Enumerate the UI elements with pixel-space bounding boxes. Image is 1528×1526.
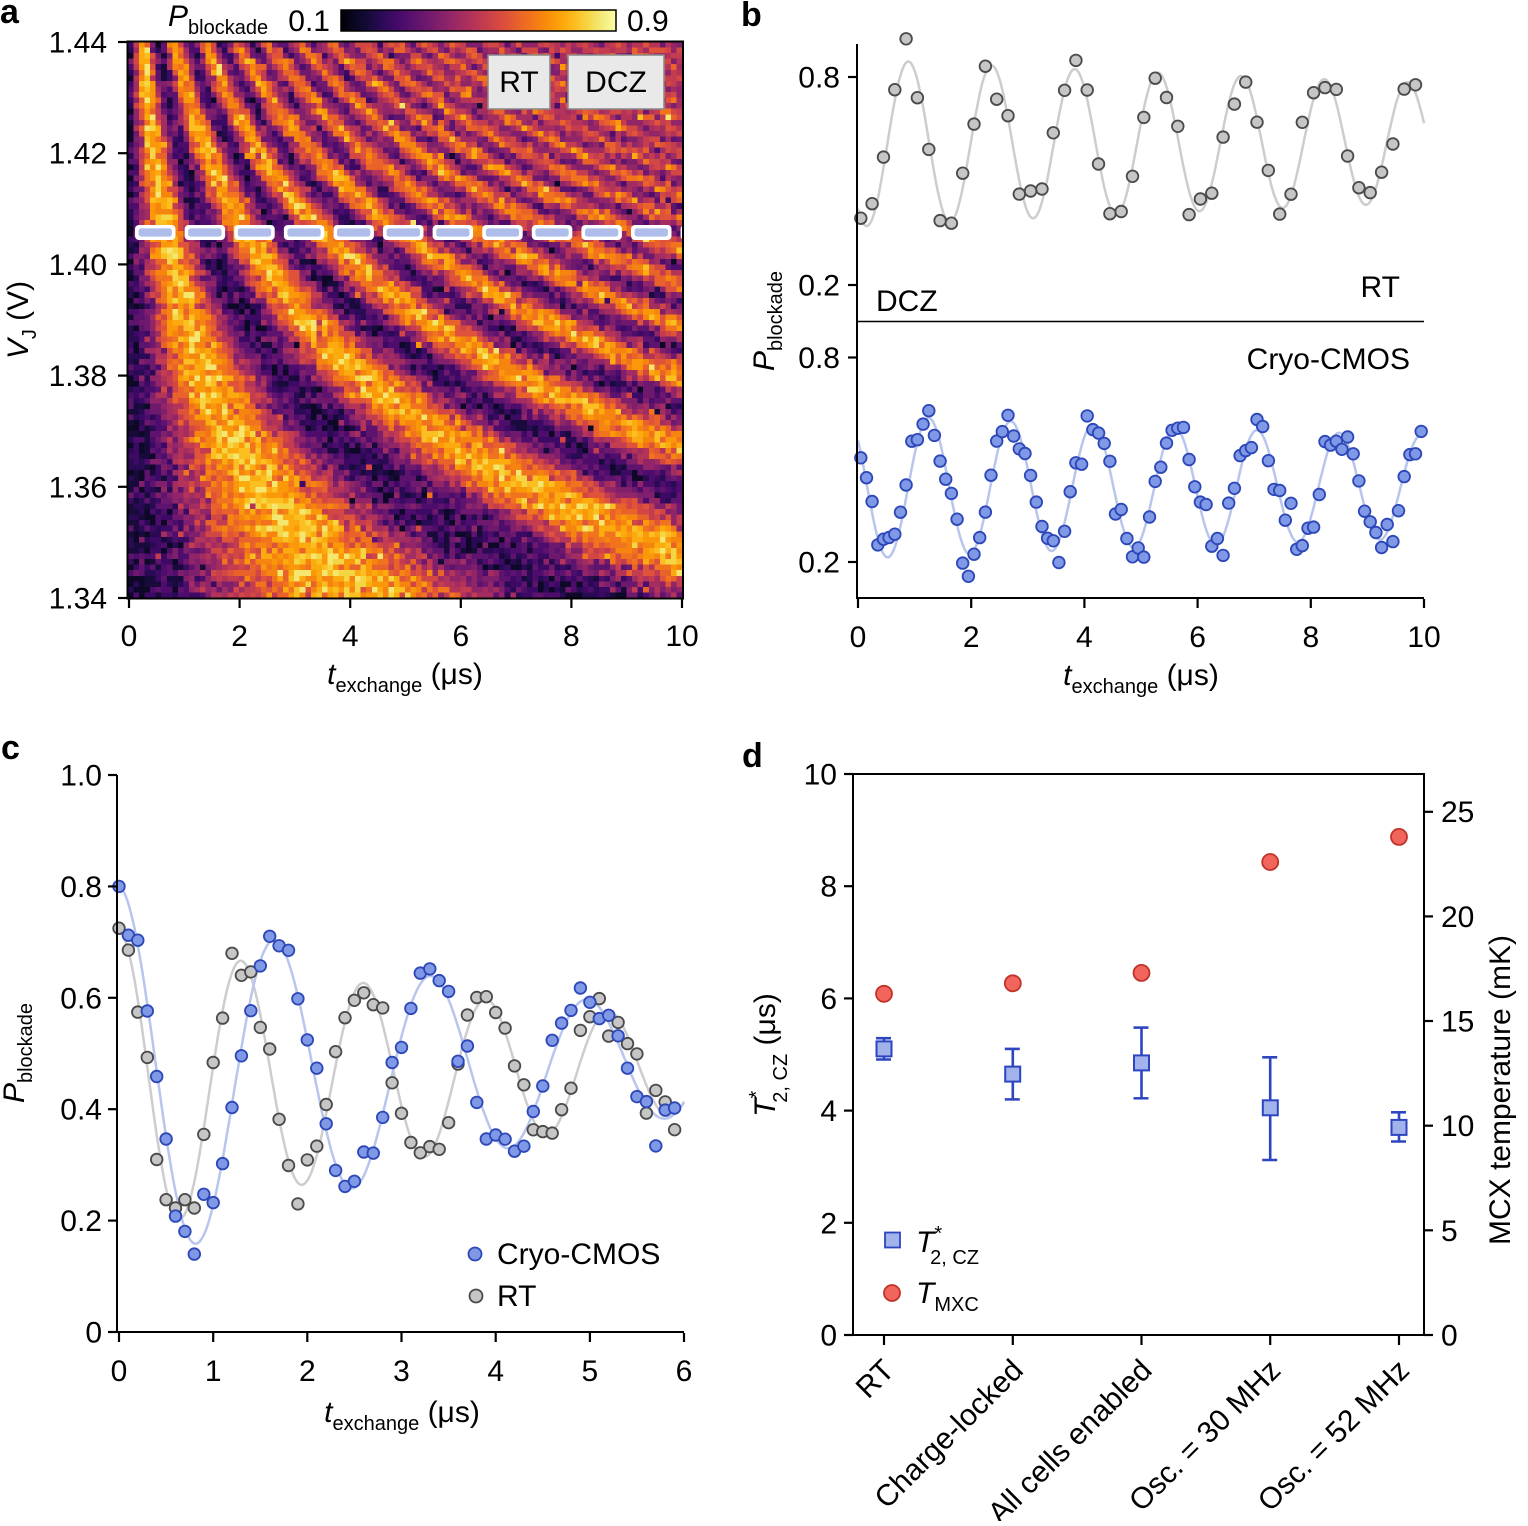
svg-text:0: 0 — [820, 1320, 837, 1353]
svg-text:4: 4 — [820, 1095, 837, 1128]
svg-text:texchange (μs): texchange (μs) — [1063, 659, 1219, 698]
svg-text:10: 10 — [804, 759, 837, 792]
svg-text:0: 0 — [121, 620, 138, 653]
svg-text:T*2, CZ: T* 2, CZ — [916, 1223, 979, 1269]
svg-text:8: 8 — [820, 871, 837, 904]
svg-text:RT: RT — [499, 66, 538, 99]
svg-text:0: 0 — [85, 1317, 102, 1350]
svg-text:TMXC: TMXC — [916, 1277, 979, 1316]
svg-text:0.2: 0.2 — [798, 547, 840, 580]
svg-text:0.6: 0.6 — [60, 982, 102, 1015]
svg-text:1.44: 1.44 — [49, 27, 107, 60]
svg-text:Pblockade: Pblockade — [168, 0, 268, 39]
svg-text:4: 4 — [342, 620, 359, 653]
svg-text:8: 8 — [563, 620, 580, 653]
svg-text:2: 2 — [299, 1355, 316, 1388]
svg-text:0.2: 0.2 — [60, 1205, 102, 1238]
svg-text:0.9: 0.9 — [627, 5, 669, 38]
svg-text:Pblockade: Pblockade — [0, 1003, 37, 1103]
svg-text:c: c — [1, 729, 20, 767]
svg-text:6: 6 — [452, 620, 469, 653]
svg-text:VJ (V): VJ (V) — [2, 281, 41, 359]
svg-text:0.4: 0.4 — [60, 1094, 102, 1127]
svg-text:20: 20 — [1441, 901, 1474, 934]
svg-text:0: 0 — [850, 621, 867, 654]
svg-text:0.8: 0.8 — [60, 871, 102, 904]
svg-text:15: 15 — [1441, 1006, 1474, 1039]
svg-text:6: 6 — [676, 1355, 693, 1388]
svg-text:5: 5 — [1441, 1215, 1458, 1248]
svg-text:2: 2 — [820, 1207, 837, 1240]
svg-text:MCX temperature (mK): MCX temperature (mK) — [1484, 935, 1517, 1245]
svg-text:T*2, CZ (μs): T* 2, CZ (μs) — [746, 993, 792, 1117]
svg-text:2: 2 — [963, 621, 980, 654]
svg-text:1.36: 1.36 — [49, 471, 107, 504]
svg-text:0: 0 — [1441, 1320, 1458, 1353]
svg-text:10: 10 — [665, 620, 698, 653]
svg-text:5: 5 — [582, 1355, 599, 1388]
svg-text:DCZ: DCZ — [585, 66, 647, 99]
svg-text:1.34: 1.34 — [49, 583, 107, 616]
svg-text:0.8: 0.8 — [798, 342, 840, 375]
svg-text:Pblockade: Pblockade — [748, 271, 787, 371]
svg-text:4: 4 — [487, 1355, 504, 1388]
svg-text:texchange (μs): texchange (μs) — [327, 658, 483, 697]
svg-text:10: 10 — [1407, 621, 1440, 654]
svg-text:6: 6 — [1189, 621, 1206, 654]
svg-text:1: 1 — [205, 1355, 222, 1388]
svg-text:6: 6 — [820, 983, 837, 1016]
svg-text:1.38: 1.38 — [49, 360, 107, 393]
svg-text:a: a — [0, 0, 20, 31]
svg-text:d: d — [742, 737, 763, 775]
svg-text:b: b — [741, 0, 762, 34]
svg-text:1.42: 1.42 — [49, 138, 107, 171]
svg-text:DCZ: DCZ — [876, 285, 938, 318]
svg-text:RT: RT — [497, 1280, 536, 1313]
svg-text:0.1: 0.1 — [288, 5, 330, 38]
svg-text:1.40: 1.40 — [49, 249, 107, 282]
svg-text:Cryo-CMOS: Cryo-CMOS — [1247, 343, 1410, 376]
svg-text:4: 4 — [1076, 621, 1093, 654]
svg-text:texchange (μs): texchange (μs) — [324, 1396, 480, 1435]
svg-text:0.2: 0.2 — [798, 270, 840, 303]
svg-text:10: 10 — [1441, 1110, 1474, 1143]
svg-text:0.8: 0.8 — [798, 62, 840, 95]
svg-text:3: 3 — [393, 1355, 410, 1388]
svg-text:RT: RT — [1361, 271, 1400, 304]
svg-text:25: 25 — [1441, 796, 1474, 829]
svg-text:0: 0 — [111, 1355, 128, 1388]
svg-text:1.0: 1.0 — [60, 760, 102, 793]
svg-text:2: 2 — [231, 620, 248, 653]
svg-text:8: 8 — [1302, 621, 1319, 654]
svg-text:Cryo-CMOS: Cryo-CMOS — [497, 1238, 660, 1271]
